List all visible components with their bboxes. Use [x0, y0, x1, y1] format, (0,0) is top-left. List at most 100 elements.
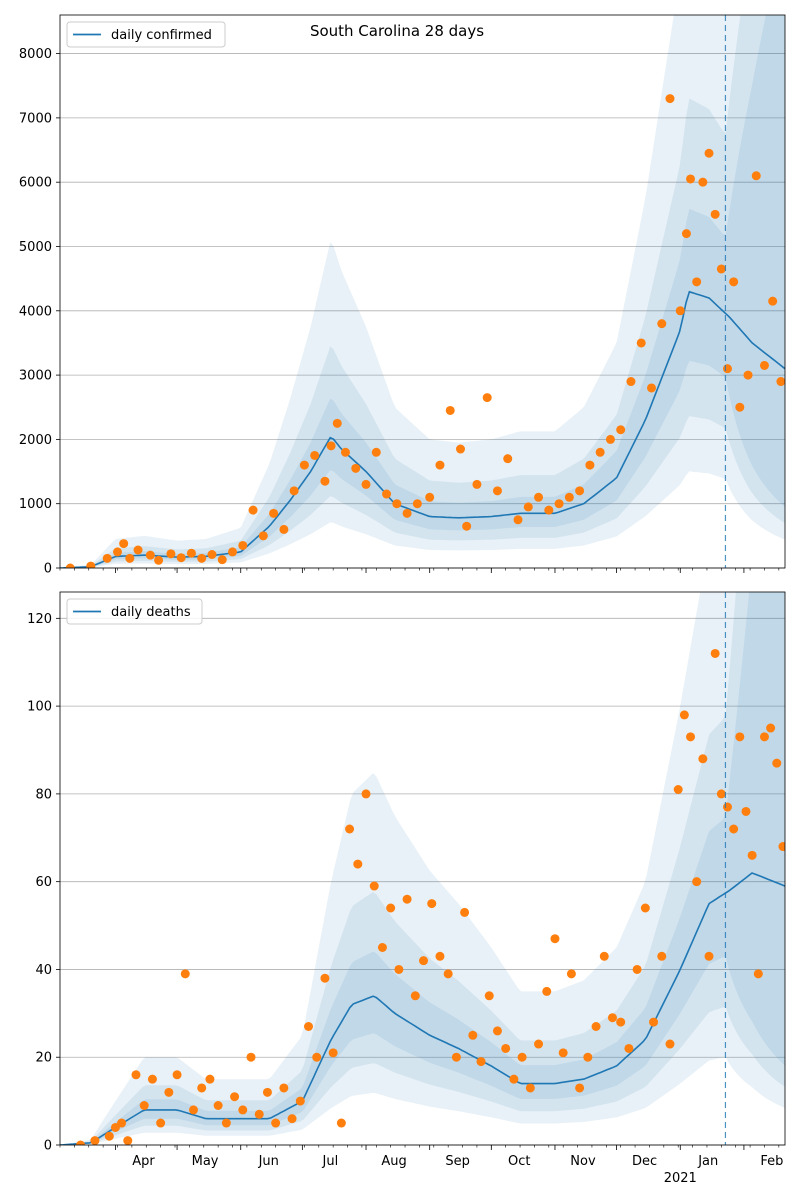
data-point	[394, 964, 404, 974]
data-point	[345, 824, 355, 834]
data-point	[386, 903, 396, 913]
data-point	[119, 539, 129, 549]
data-point	[698, 177, 708, 187]
data-point	[361, 789, 371, 799]
data-point	[759, 360, 769, 370]
data-point	[443, 969, 453, 979]
data-point	[716, 789, 726, 799]
data-point	[566, 969, 576, 979]
legend-box	[66, 598, 203, 625]
uncertainty-band-2	[60, 592, 785, 1145]
data-point	[710, 648, 720, 658]
data-point	[402, 894, 412, 904]
y-tick-label: 60	[35, 875, 52, 890]
y-tick-label: 5000	[19, 240, 52, 255]
data-point	[332, 418, 342, 428]
data-point	[147, 1074, 157, 1084]
legend-label: daily deaths	[111, 605, 191, 620]
uncertainty-band-1	[60, 592, 785, 1145]
data-point	[751, 171, 761, 181]
data-point	[686, 732, 696, 742]
data-point	[649, 1017, 659, 1027]
data-point	[743, 370, 753, 380]
x-tick-label: Apr	[132, 1154, 155, 1169]
data-point	[595, 447, 605, 457]
y-tick-label: 0	[44, 1139, 52, 1154]
data-point	[647, 383, 657, 393]
plot-area	[60, 15, 785, 568]
x-year-label: 2021	[664, 1171, 697, 1186]
data-point	[482, 393, 492, 403]
data-point	[113, 547, 123, 557]
data-point	[382, 489, 392, 499]
data-point	[164, 1087, 174, 1097]
data-point	[369, 881, 379, 891]
data-point	[681, 229, 691, 239]
data-point	[484, 991, 494, 1001]
data-point	[254, 1109, 264, 1119]
x-tick-label: Jun	[258, 1154, 279, 1169]
data-point	[564, 492, 574, 502]
data-point	[686, 174, 696, 184]
data-point	[166, 549, 176, 559]
data-point	[492, 486, 502, 496]
data-point	[328, 1048, 338, 1058]
legend-label: daily confirmed	[111, 28, 212, 43]
data-point	[410, 991, 420, 1001]
data-point	[180, 969, 190, 979]
data-point	[534, 492, 544, 502]
data-point	[607, 1013, 617, 1023]
data-point	[312, 1052, 322, 1062]
data-point	[262, 1087, 272, 1097]
data-point	[704, 951, 714, 961]
y-tick-label: 40	[35, 963, 52, 978]
y-tick-label: 4000	[19, 304, 52, 319]
data-point	[768, 296, 778, 306]
data-point	[377, 943, 387, 952]
plot-area	[60, 592, 785, 1145]
data-point	[753, 969, 763, 979]
data-point	[501, 1043, 511, 1053]
data-point	[503, 454, 513, 464]
data-point	[616, 425, 626, 435]
data-point	[295, 1096, 305, 1106]
data-point	[673, 785, 683, 794]
data-point	[657, 319, 667, 329]
data-point	[326, 441, 336, 451]
data-point	[534, 1039, 544, 1049]
data-point	[704, 148, 714, 158]
data-point	[320, 476, 330, 486]
data-point	[550, 934, 560, 944]
data-point	[304, 1022, 314, 1031]
data-point	[76, 1140, 86, 1145]
data-point	[289, 486, 299, 496]
data-point	[299, 460, 309, 470]
data-point	[451, 1052, 461, 1062]
data-point	[248, 505, 258, 515]
deaths-panel: 0 20 40 60 80 100 120 Apr May Jun Jul Aug Sep Oct Nov D…	[27, 591, 786, 1186]
plot-frame	[59, 14, 786, 569]
data-point	[371, 447, 381, 457]
data-point	[472, 479, 482, 489]
legend: daily deaths	[66, 598, 203, 625]
data-point	[679, 710, 689, 720]
x-tick-label: Oct	[508, 1154, 530, 1169]
x-tick-label: Dec	[632, 1154, 657, 1169]
data-point	[279, 1083, 289, 1093]
data-point	[117, 1118, 127, 1128]
data-point	[509, 1074, 519, 1084]
x-tick-label: Nov	[570, 1154, 596, 1169]
data-point	[675, 306, 685, 316]
legend-box	[66, 21, 226, 48]
data-point	[698, 754, 708, 764]
data-point	[640, 903, 650, 913]
data-point	[310, 450, 320, 460]
data-point	[735, 732, 745, 742]
uncertainty-band-0	[60, 15, 785, 568]
data-point	[228, 547, 238, 557]
y-tick-label: 8000	[19, 47, 52, 62]
data-point	[492, 1026, 502, 1036]
data-point	[575, 486, 585, 496]
data-point	[455, 444, 465, 454]
data-point	[591, 1022, 601, 1031]
